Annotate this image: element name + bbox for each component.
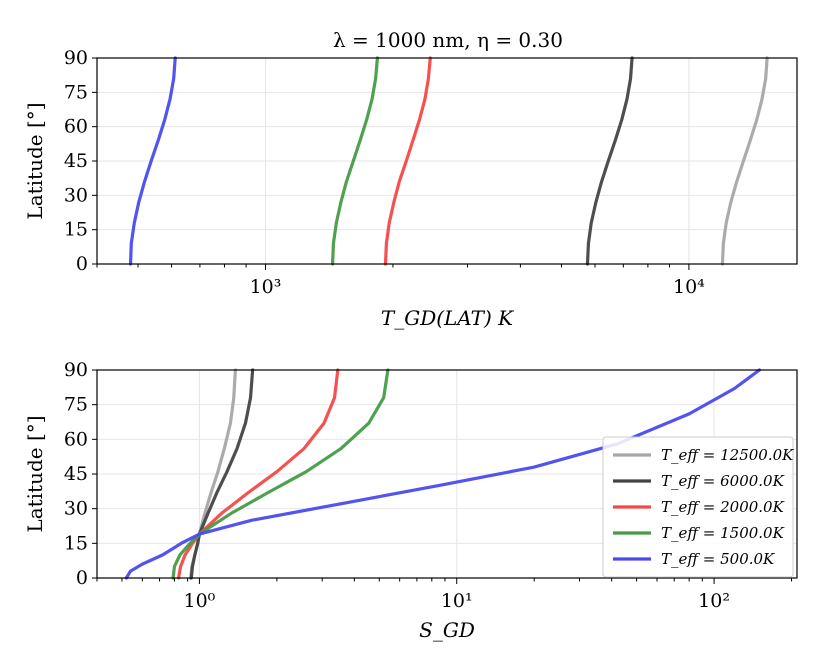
legend-label: T_eff = 6000.0K: [661, 472, 785, 490]
series-line: [585, 56, 634, 266]
y-tick-label: 75: [64, 81, 88, 103]
x-tick-label: 10⁰: [184, 590, 216, 612]
y-tick-label: 15: [64, 219, 88, 241]
y-tick-label: 90: [64, 47, 88, 69]
figure-title: λ = 1000 nm, η = 0.30: [333, 28, 563, 52]
series-line: [189, 368, 255, 580]
legend-label: T_eff = 2000.0K: [661, 498, 785, 516]
y-tick-label: 45: [64, 150, 88, 172]
bottom-panel-gravity-darkening: 0 15 30 45 60 75 90 10⁰ 10¹ 10² S_GD Latitude [°] T_…: [23, 359, 798, 642]
y-tick-label: 0: [76, 253, 88, 275]
legend-label: T_eff = 1500.0K: [661, 524, 785, 542]
series-line: [171, 368, 390, 580]
series-line: [383, 56, 432, 266]
x-tick-label: 10⁴: [673, 276, 705, 298]
legend-label: T_eff = 12500.0K: [661, 446, 794, 464]
y-tick-label: 60: [64, 116, 88, 138]
x-axis-label: S_GD: [419, 618, 475, 642]
x-tick-label: 10²: [698, 590, 730, 612]
legend: T_eff = 12500.0K T_eff = 6000.0K T_eff = 2…: [602, 436, 794, 578]
y-tick-label: 30: [64, 184, 88, 206]
y-tick-label: 90: [64, 359, 88, 381]
legend-box: [602, 436, 794, 578]
y-axis-label: Latitude [°]: [23, 415, 47, 532]
series-line: [330, 56, 380, 266]
y-tick-label: 30: [64, 498, 88, 520]
y-tick-label: 60: [64, 428, 88, 450]
y-axis-label: Latitude [°]: [23, 102, 47, 219]
top-panel-temperature: 0 15 30 45 60 75 90 10³ 10⁴ T_GD(LAT) K Latitude […: [23, 47, 798, 330]
legend-label: T_eff = 500.0K: [661, 550, 775, 568]
x-tick-label: 10³: [250, 276, 282, 298]
x-tick-label: 10¹: [441, 590, 473, 612]
series-group: [124, 368, 761, 580]
series-line: [128, 56, 177, 266]
series-line: [720, 56, 769, 266]
x-axis-label: T_GD(LAT) K: [381, 306, 514, 330]
series-line: [124, 368, 761, 580]
y-tick-label: 75: [64, 394, 88, 416]
series-group: [128, 56, 769, 266]
y-tick-label: 15: [64, 532, 88, 554]
y-tick-label: 45: [64, 463, 88, 485]
y-tick-label: 0: [76, 567, 88, 589]
grid: [97, 57, 797, 265]
series-line: [176, 368, 340, 580]
